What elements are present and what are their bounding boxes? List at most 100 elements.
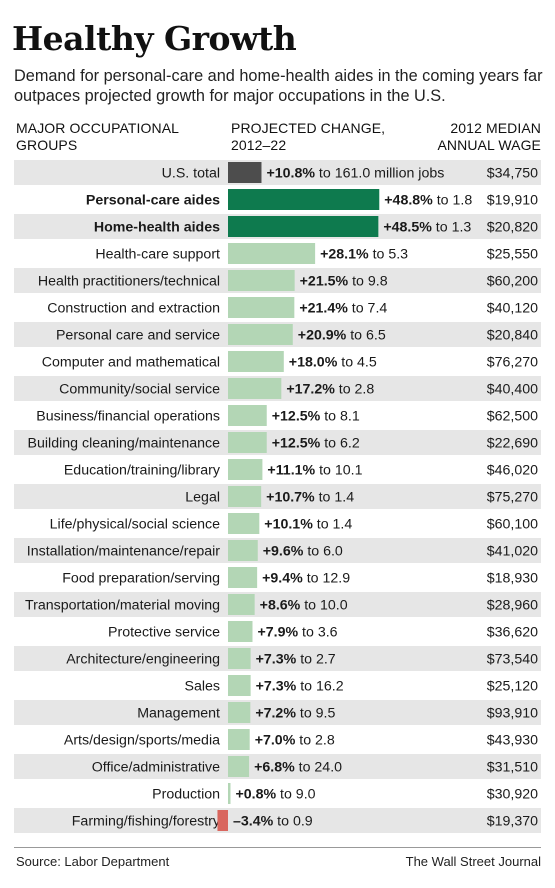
- data-label-percent: +9.4%: [262, 571, 303, 587]
- category-label: Health practitioners/technical: [38, 274, 220, 290]
- data-label: +21.4% to 7.4: [299, 301, 387, 317]
- bar-chart: U.S. total +10.8% to 161.0 million jobs $3…: [14, 160, 541, 833]
- category-label: Office/administrative: [92, 760, 220, 776]
- data-label-projection: to 12.9: [303, 571, 350, 587]
- data-label-percent: +7.3%: [256, 679, 297, 695]
- category-label: Building cleaning/maintenance: [28, 436, 221, 452]
- row-stripe: [14, 538, 541, 563]
- bar: [228, 729, 250, 750]
- data-label: +48.8% to 1.8: [384, 193, 472, 209]
- bar: [228, 432, 267, 453]
- data-label-projection: to 4.5: [337, 355, 377, 371]
- data-label-projection: to 9.8: [348, 274, 388, 290]
- data-label-projection: to 0.9: [273, 814, 313, 830]
- row-stripe: [14, 619, 541, 644]
- data-label-projection: to 1.8: [433, 193, 473, 209]
- data-label-projection: to 3.6: [298, 625, 338, 641]
- category-label: Architecture/engineering: [66, 652, 220, 668]
- data-label-projection: to 10.1: [315, 463, 362, 479]
- category-label: U.S. total: [162, 166, 220, 182]
- row-stripe: [14, 430, 541, 455]
- data-label: +7.3% to 16.2: [256, 679, 344, 695]
- chart-title: Healthy Growth: [12, 19, 297, 58]
- category-label: Sales: [185, 679, 221, 695]
- bar: [228, 648, 251, 669]
- wage-value: $19,370: [487, 814, 538, 830]
- data-label-percent: +7.2%: [255, 706, 296, 722]
- data-label-percent: +18.0%: [289, 355, 338, 371]
- data-label-projection: to 16.2: [296, 679, 343, 695]
- data-label: +20.9% to 6.5: [298, 328, 386, 344]
- data-label-percent: +0.8%: [235, 787, 276, 803]
- data-label-percent: +12.5%: [272, 436, 321, 452]
- chart-subtitle: Demand for personal-care and home-health…: [14, 67, 543, 105]
- category-label: Personal-care aides: [86, 193, 220, 209]
- data-label-percent: +9.6%: [263, 544, 304, 560]
- wage-value: $93,910: [487, 706, 538, 722]
- row-stripe: [14, 781, 541, 806]
- bar: [228, 783, 231, 804]
- data-label: +12.5% to 6.2: [272, 436, 360, 452]
- bar: [228, 675, 251, 696]
- row-stripe: [14, 565, 541, 590]
- data-label-projection: to 7.4: [348, 301, 388, 317]
- data-label: +7.0% to 2.8: [255, 733, 335, 749]
- category-label: Personal care and service: [56, 328, 220, 344]
- data-label-percent: +10.1%: [264, 517, 313, 533]
- credit-note: The Wall Street Journal: [405, 854, 541, 869]
- category-label: Construction and extraction: [47, 301, 220, 317]
- bar: [228, 702, 251, 723]
- data-label-percent: +48.5%: [383, 220, 432, 236]
- header-groups: MAJOR OCCUPATIONAL GROUPS: [16, 120, 179, 154]
- data-label: +0.8% to 9.0: [235, 787, 315, 803]
- row-stripe: [14, 484, 541, 509]
- category-label: Arts/design/sports/media: [64, 733, 220, 749]
- source-note: Source: Labor Department: [16, 854, 170, 869]
- data-label-projection: to 2.7: [296, 652, 336, 668]
- wage-value: $22,690: [487, 436, 538, 452]
- data-label: +7.2% to 9.5: [255, 706, 335, 722]
- data-label-projection: to 2.8: [335, 382, 375, 398]
- row-stripe: [14, 673, 541, 698]
- data-label-percent: +12.5%: [272, 409, 321, 425]
- wage-value: $25,550: [487, 247, 538, 263]
- data-label: +8.6% to 10.0: [260, 598, 348, 614]
- row-stripe: [14, 592, 541, 617]
- wage-value: $60,100: [487, 517, 538, 533]
- data-label-projection: to 8.1: [320, 409, 360, 425]
- row-stripe: [14, 511, 541, 536]
- bar: [228, 189, 380, 210]
- data-label-projection: to 1.4: [313, 517, 353, 533]
- data-label-projection: to 9.5: [296, 706, 336, 722]
- bar: [228, 459, 263, 480]
- wage-value: $25,120: [487, 679, 538, 695]
- data-label-projection: to 24.0: [295, 760, 342, 776]
- wage-value: $19,910: [487, 193, 538, 209]
- header-change-line2: 2012–22: [231, 137, 287, 153]
- wage-value: $20,820: [487, 220, 538, 236]
- bar: [228, 486, 262, 507]
- data-label: +21.5% to 9.8: [300, 274, 388, 290]
- data-label-projection: to 2.8: [295, 733, 335, 749]
- data-label: +12.5% to 8.1: [272, 409, 360, 425]
- category-label: Education/training/library: [64, 463, 221, 479]
- wage-value: $18,930: [487, 571, 538, 587]
- bar: [228, 216, 379, 237]
- wage-value: $46,020: [487, 463, 538, 479]
- data-label-projection: to 9.0: [276, 787, 316, 803]
- wage-value: $20,840: [487, 328, 538, 344]
- header-wage: 2012 MEDIAN ANNUAL WAGE: [437, 120, 541, 154]
- wage-value: $73,540: [487, 652, 538, 668]
- data-label: +6.8% to 24.0: [254, 760, 342, 776]
- wage-value: $40,400: [487, 382, 538, 398]
- header-wage-line1: 2012 MEDIAN: [450, 120, 541, 136]
- data-label-percent: +20.9%: [298, 328, 347, 344]
- wage-value: $41,020: [487, 544, 538, 560]
- data-label: +9.6% to 6.0: [263, 544, 343, 560]
- category-label: Home-health aides: [94, 220, 220, 236]
- data-label-percent: +8.6%: [260, 598, 301, 614]
- bar: [228, 270, 295, 291]
- bar: [228, 324, 293, 345]
- data-label: +17.2% to 2.8: [286, 382, 374, 398]
- bar: [228, 243, 316, 264]
